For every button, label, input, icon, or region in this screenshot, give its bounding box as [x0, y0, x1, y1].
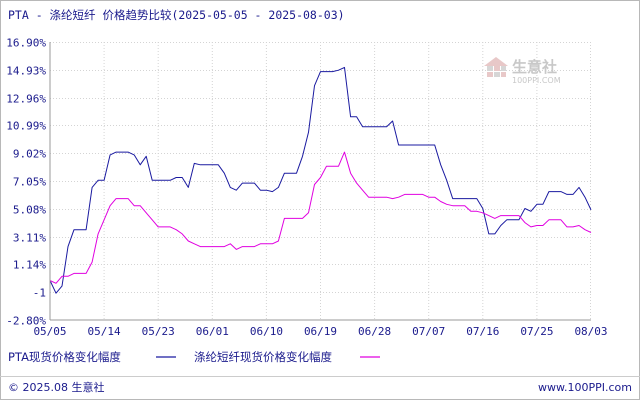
- footer-copyright: © 2025.08 生意社: [8, 380, 104, 394]
- x-tick-label: 07/07: [412, 325, 445, 338]
- legend-label-fiber: 涤纶短纤现货价格变化幅度: [194, 350, 332, 364]
- y-tick-label: 3.11%: [13, 232, 46, 245]
- x-tick-label: 06/19: [304, 325, 337, 338]
- series-layer: [49, 66, 592, 294]
- y-tick-labels: 16.90% 14.93% 12.96% 10.99% 9.02% 7.05% 5.08% 3…: [6, 37, 46, 328]
- house-logo-icon: [484, 57, 508, 77]
- y-tick-label: -1: [33, 287, 46, 300]
- series-line-fiber: [49, 151, 592, 284]
- y-tick-label: 14.93%: [6, 65, 46, 78]
- x-tick-label: 05/23: [142, 325, 175, 338]
- y-tick-label: 10.99%: [6, 120, 46, 133]
- y-tick-label: 16.90%: [6, 37, 46, 50]
- y-tick-label: 7.05%: [13, 176, 46, 189]
- y-tick-label: -2.80%: [6, 315, 46, 328]
- watermark-url: 100PPI.COM: [512, 76, 561, 85]
- chart-title: PTA - 涤纶短纤 价格趋势比较(2025-05-05 - 2025-08-0…: [8, 8, 345, 22]
- y-tick-label: 9.02%: [13, 148, 46, 161]
- footer-site: www.100PPI.com: [538, 381, 632, 394]
- legend: PTA现货价格变化幅度 涤纶短纤现货价格变化幅度: [8, 350, 380, 364]
- x-tick-label: 07/16: [466, 325, 499, 338]
- grid-lines: [50, 42, 591, 320]
- x-tick-label: 08/03: [574, 325, 607, 338]
- x-tick-label: 07/25: [520, 325, 553, 338]
- x-tick-label: 05/05: [33, 325, 66, 338]
- watermark-logo: 生意社 100PPI.COM: [484, 57, 561, 85]
- y-tick-label: 5.08%: [13, 204, 46, 217]
- x-tick-label: 06/10: [250, 325, 283, 338]
- x-tick-labels: 05/05 05/14 05/23 06/01 06/10 06/19 06/28 07/07…: [33, 325, 607, 338]
- x-tick-label: 06/28: [358, 325, 391, 338]
- watermark-brand: 生意社: [512, 58, 557, 76]
- x-tick-label: 06/01: [196, 325, 229, 338]
- series-line-pta: [49, 66, 592, 294]
- y-tick-label: 12.96%: [6, 93, 46, 106]
- x-tick-label: 05/14: [88, 325, 121, 338]
- legend-label-pta: PTA现货价格变化幅度: [8, 350, 121, 364]
- y-tick-label: 1.14%: [13, 259, 46, 272]
